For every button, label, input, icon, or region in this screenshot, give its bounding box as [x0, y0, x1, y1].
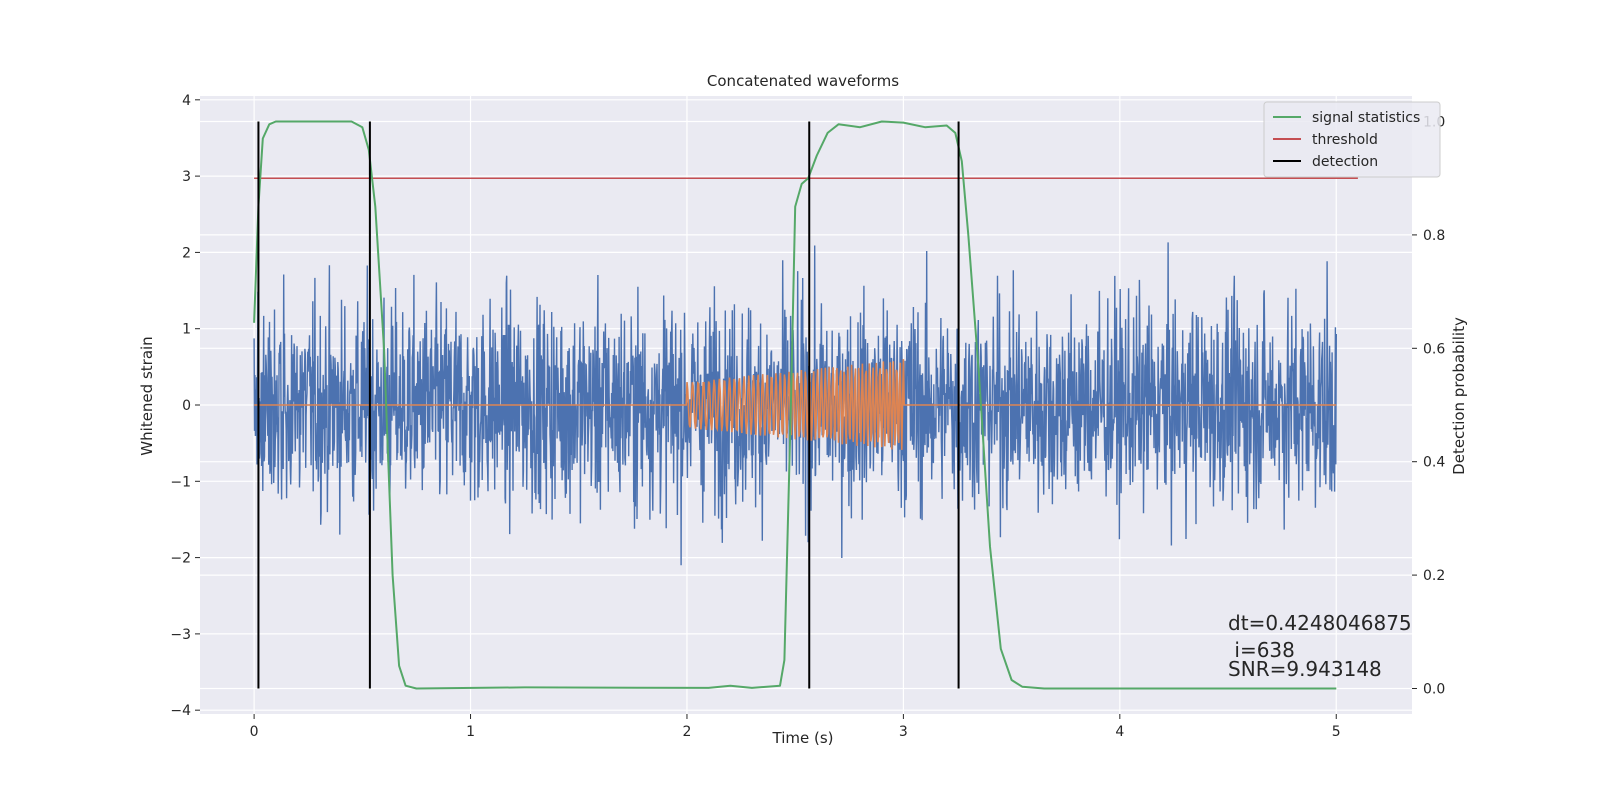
series-whitened-strain-line: [253, 242, 1337, 566]
legend-label-detection: detection: [1312, 154, 1378, 170]
x-tick-label: 2: [683, 724, 692, 740]
y-tick-label: −1: [170, 474, 191, 490]
x-axis-label: Time (s): [772, 729, 834, 747]
annotation-index: i=638: [1228, 638, 1295, 662]
y-tick-label: 2: [182, 245, 191, 261]
x-tick-label: 0: [250, 724, 259, 740]
y-tick-label: −3: [170, 627, 191, 643]
x-tick-label: 1: [466, 724, 475, 740]
y2-tick-label: 0.2: [1423, 568, 1445, 584]
y-tick-label: 3: [182, 169, 191, 185]
y-tick-label: −2: [170, 551, 191, 567]
y2-axis-label: Detection probability: [1450, 317, 1468, 475]
chart-title: Concatenated waveforms: [707, 72, 899, 90]
legend-box: [1263, 101, 1441, 178]
x-tick-label: 4: [1115, 724, 1124, 740]
annotation-snr: SNR=9.943148: [1228, 657, 1382, 681]
y2-tick-label: 0.8: [1423, 228, 1445, 244]
x-tick-label: 5: [1332, 724, 1341, 740]
legend-label-signal-statistics: signal statistics: [1312, 110, 1420, 126]
series-injected-signal-line: [254, 359, 1337, 450]
y-axis-label: Whitened strain: [138, 336, 156, 455]
annotation-dt: dt=0.4248046875: [1228, 611, 1412, 635]
y2-tick-label: 0.0: [1423, 681, 1445, 697]
series-layer: [253, 120, 1358, 690]
y-tick-label: 1: [182, 322, 191, 338]
series-signal-statistics-line: [253, 120, 1337, 690]
x-tick-label: 3: [899, 724, 908, 740]
y2-tick-label: 0.6: [1423, 341, 1445, 357]
legend-label-threshold: threshold: [1312, 132, 1378, 148]
legend: signal statistics threshold detection: [1263, 101, 1441, 178]
y-tick-label: 4: [182, 93, 191, 109]
y-tick-label: −4: [170, 703, 191, 719]
y2-tick-label: 0.4: [1423, 455, 1445, 471]
y-tick-label: 0: [182, 398, 191, 414]
